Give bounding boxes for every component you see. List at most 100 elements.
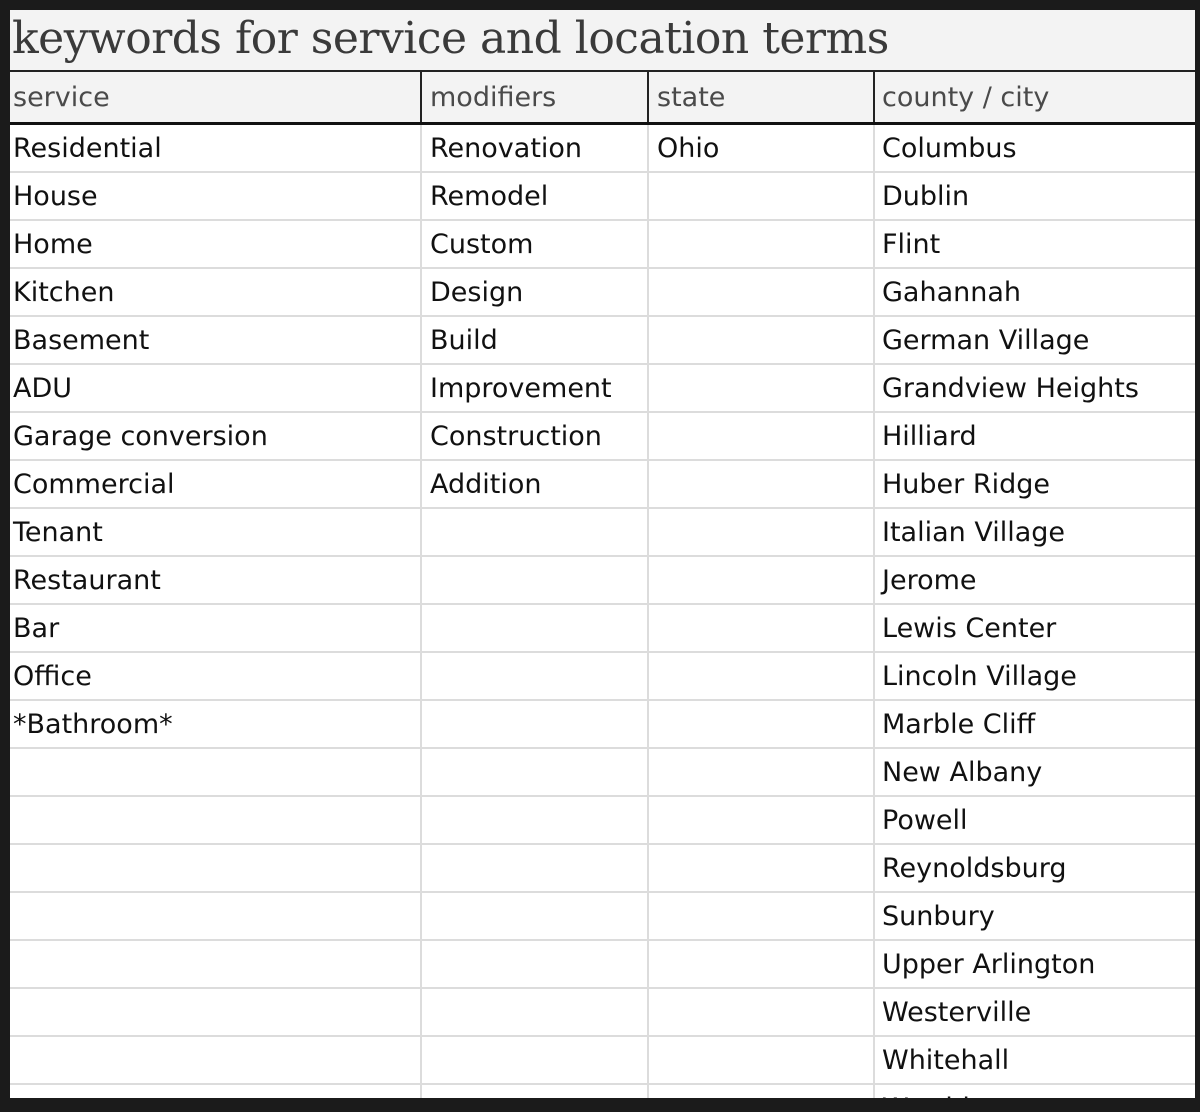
cell-state[interactable] <box>648 172 875 221</box>
cell-modifiers[interactable] <box>421 988 649 1037</box>
spreadsheet: keywords for service and location terms … <box>10 10 1195 1098</box>
cell-city[interactable]: New Albany <box>874 748 1195 797</box>
cell-modifiers[interactable]: Addition <box>421 460 649 509</box>
cell-modifiers[interactable] <box>421 748 649 797</box>
cell-city[interactable]: Westerville <box>874 988 1195 1037</box>
cell-city[interactable]: Grandview Heights <box>874 364 1195 413</box>
cell-city[interactable]: Columbus <box>874 123 1195 173</box>
cell-modifiers[interactable] <box>421 940 649 989</box>
cell-city[interactable]: Upper Arlington <box>874 940 1195 989</box>
cell-service[interactable] <box>10 988 422 1037</box>
header-county-city[interactable]: county / city <box>874 72 1195 125</box>
cell-city[interactable]: Gahannah <box>874 268 1195 317</box>
cell-city[interactable]: Marble Cliff <box>874 700 1195 749</box>
cell-state[interactable] <box>648 700 875 749</box>
cell-state[interactable] <box>648 796 875 845</box>
cell-modifiers[interactable] <box>421 508 649 557</box>
cell-city[interactable]: Whitehall <box>874 1036 1195 1085</box>
cell-service[interactable]: Restaurant <box>10 556 422 605</box>
cell-state[interactable] <box>648 220 875 269</box>
cell-city[interactable]: Flint <box>874 220 1195 269</box>
cell-service[interactable] <box>10 940 422 989</box>
cell-state[interactable] <box>648 556 875 605</box>
cell-service[interactable]: Commercial <box>10 460 422 509</box>
cell-service[interactable]: Office <box>10 652 422 701</box>
cell-service[interactable]: House <box>10 172 422 221</box>
cell-state[interactable] <box>648 412 875 461</box>
cell-city[interactable]: Italian Village <box>874 508 1195 557</box>
cell-state[interactable] <box>648 268 875 317</box>
cell-city[interactable]: Hilliard <box>874 412 1195 461</box>
keywords-table: service modifiers state county / city Re… <box>10 72 1195 1098</box>
cell-service[interactable] <box>10 892 422 941</box>
header-service[interactable]: service <box>10 72 422 125</box>
cell-modifiers[interactable]: Renovation <box>421 123 649 173</box>
header-row: service modifiers state county / city <box>10 72 1195 125</box>
cell-city[interactable]: Sunbury <box>874 892 1195 941</box>
cell-service[interactable]: *Bathroom* <box>10 700 422 749</box>
cell-city[interactable]: Reynoldsburg <box>874 844 1195 893</box>
header-state[interactable]: state <box>648 72 875 125</box>
cell-state[interactable] <box>648 316 875 365</box>
cell-service[interactable] <box>10 1084 422 1098</box>
cell-service[interactable]: Basement <box>10 316 422 365</box>
cell-city[interactable]: German Village <box>874 316 1195 365</box>
cell-modifiers[interactable]: Improvement <box>421 364 649 413</box>
table-row: House Remodel Dublin <box>10 172 1195 221</box>
cell-state[interactable]: Ohio <box>648 123 875 173</box>
table-row: *Bathroom* Marble Cliff <box>10 700 1195 749</box>
cell-modifiers[interactable] <box>421 604 649 653</box>
cell-service[interactable] <box>10 796 422 845</box>
cell-modifiers[interactable] <box>421 1036 649 1085</box>
cell-modifiers[interactable] <box>421 844 649 893</box>
table-row: New Albany <box>10 748 1195 797</box>
cell-modifiers[interactable] <box>421 1084 649 1098</box>
table-row: Westerville <box>10 988 1195 1037</box>
cell-state[interactable] <box>648 940 875 989</box>
table-row: ADU Improvement Grandview Heights <box>10 364 1195 413</box>
table-row: Whitehall <box>10 1036 1195 1085</box>
table-row: Tenant Italian Village <box>10 508 1195 557</box>
cell-city[interactable]: Lincoln Village <box>874 652 1195 701</box>
cell-city[interactable]: Dublin <box>874 172 1195 221</box>
cell-state[interactable] <box>648 364 875 413</box>
cell-state[interactable] <box>648 748 875 797</box>
cell-modifiers[interactable] <box>421 892 649 941</box>
cell-city[interactable]: Worthington <box>874 1084 1195 1098</box>
cell-service[interactable]: Home <box>10 220 422 269</box>
cell-modifiers[interactable]: Build <box>421 316 649 365</box>
cell-state[interactable] <box>648 844 875 893</box>
cell-city[interactable]: Powell <box>874 796 1195 845</box>
cell-state[interactable] <box>648 460 875 509</box>
table-row: Office Lincoln Village <box>10 652 1195 701</box>
cell-service[interactable]: Bar <box>10 604 422 653</box>
cell-modifiers[interactable] <box>421 796 649 845</box>
cell-state[interactable] <box>648 892 875 941</box>
cell-modifiers[interactable]: Construction <box>421 412 649 461</box>
cell-service[interactable]: Tenant <box>10 508 422 557</box>
cell-city[interactable]: Huber Ridge <box>874 460 1195 509</box>
cell-modifiers[interactable] <box>421 700 649 749</box>
cell-modifiers[interactable] <box>421 556 649 605</box>
table-row: Bar Lewis Center <box>10 604 1195 653</box>
cell-state[interactable] <box>648 604 875 653</box>
cell-state[interactable] <box>648 988 875 1037</box>
cell-city[interactable]: Lewis Center <box>874 604 1195 653</box>
cell-state[interactable] <box>648 652 875 701</box>
cell-city[interactable]: Jerome <box>874 556 1195 605</box>
header-modifiers[interactable]: modifiers <box>421 72 649 125</box>
cell-modifiers[interactable]: Design <box>421 268 649 317</box>
cell-service[interactable] <box>10 844 422 893</box>
cell-modifiers[interactable] <box>421 652 649 701</box>
cell-modifiers[interactable]: Custom <box>421 220 649 269</box>
cell-modifiers[interactable]: Remodel <box>421 172 649 221</box>
cell-service[interactable] <box>10 1036 422 1085</box>
cell-state[interactable] <box>648 1036 875 1085</box>
cell-service[interactable]: Kitchen <box>10 268 422 317</box>
cell-state[interactable] <box>648 508 875 557</box>
cell-service[interactable] <box>10 748 422 797</box>
cell-service[interactable]: ADU <box>10 364 422 413</box>
cell-service[interactable]: Garage conversion <box>10 412 422 461</box>
cell-service[interactable]: Residential <box>10 123 422 173</box>
cell-state[interactable] <box>648 1084 875 1098</box>
